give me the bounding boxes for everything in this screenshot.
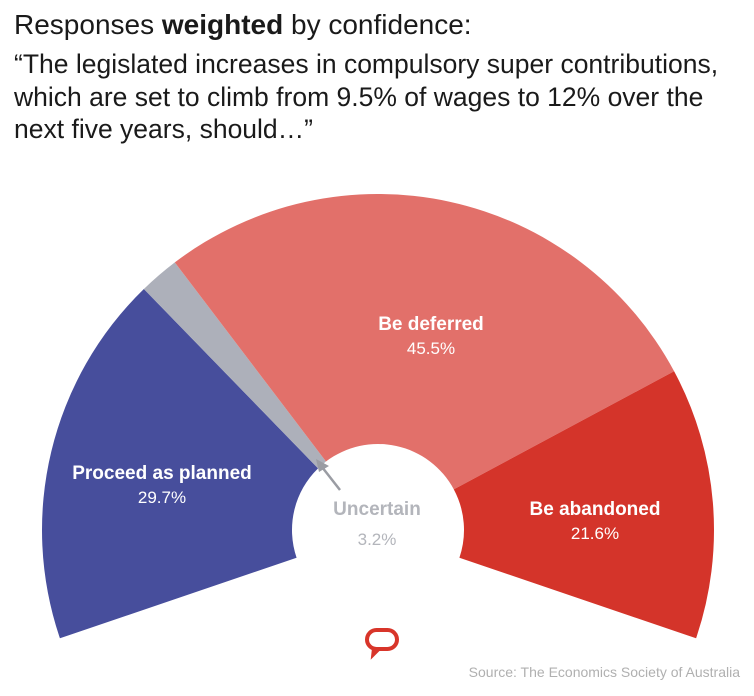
chart-title: Responses weighted by confidence:: [14, 9, 472, 40]
slice-label-deferred: Be deferred 45.5%: [378, 314, 484, 358]
source-note: Source: The Economics Society of Austral…: [468, 664, 740, 680]
uncertain-pointer-arrowhead: [316, 459, 329, 472]
slice-proceed-as-planned: [42, 289, 319, 639]
slice-uncertain: [143, 262, 326, 469]
slice-label-abandoned: Be abandoned 21.6%: [529, 499, 661, 543]
slice-be-deferred: [174, 194, 675, 490]
slice-label-uncertain: Uncertain 3.2%: [333, 499, 421, 549]
chart-subtitle: “The legislated increases in compulsory …: [14, 49, 719, 144]
speech-bubble-icon: [365, 628, 399, 660]
uncertain-pointer-line: [321, 466, 341, 491]
slice-be-abandoned: [453, 371, 714, 639]
slice-label-proceed: Proceed as planned 29.7%: [72, 463, 252, 507]
